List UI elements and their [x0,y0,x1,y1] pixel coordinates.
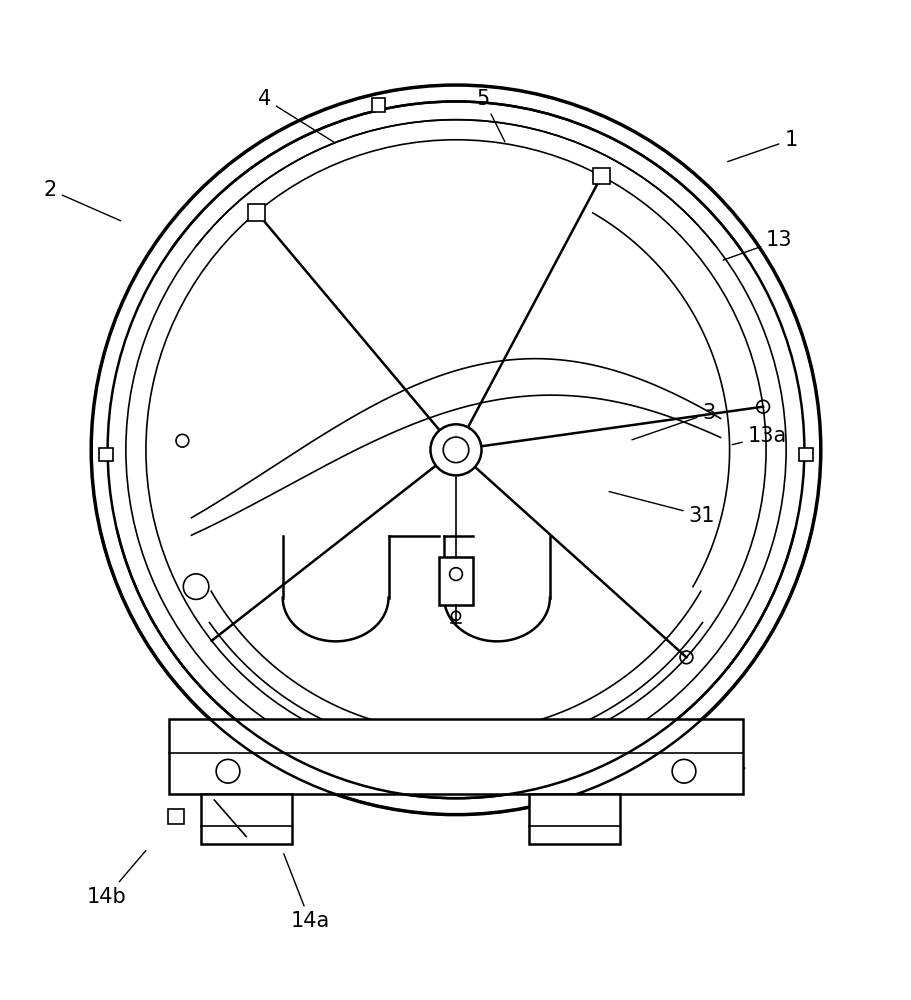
Bar [98,448,112,461]
Bar [798,448,813,461]
Bar [371,98,384,112]
Text: 5: 5 [476,89,505,142]
Bar [438,557,473,605]
Text: 14a: 14a [283,854,330,931]
Bar [169,719,742,794]
Text: 14b: 14b [87,850,146,907]
Bar [248,204,264,221]
Bar [528,794,619,844]
Text: 2: 2 [44,180,120,221]
Text: 1: 1 [727,130,797,162]
Bar [593,168,609,184]
Bar [200,794,292,844]
Text: 14: 14 [668,757,746,777]
Text: 13: 13 [722,230,792,260]
Text: 31: 31 [609,492,714,526]
Circle shape [430,424,481,475]
Text: 3: 3 [631,403,715,440]
Bar [168,809,184,824]
Text: 4: 4 [258,89,334,143]
Text: 13a: 13a [732,426,786,446]
